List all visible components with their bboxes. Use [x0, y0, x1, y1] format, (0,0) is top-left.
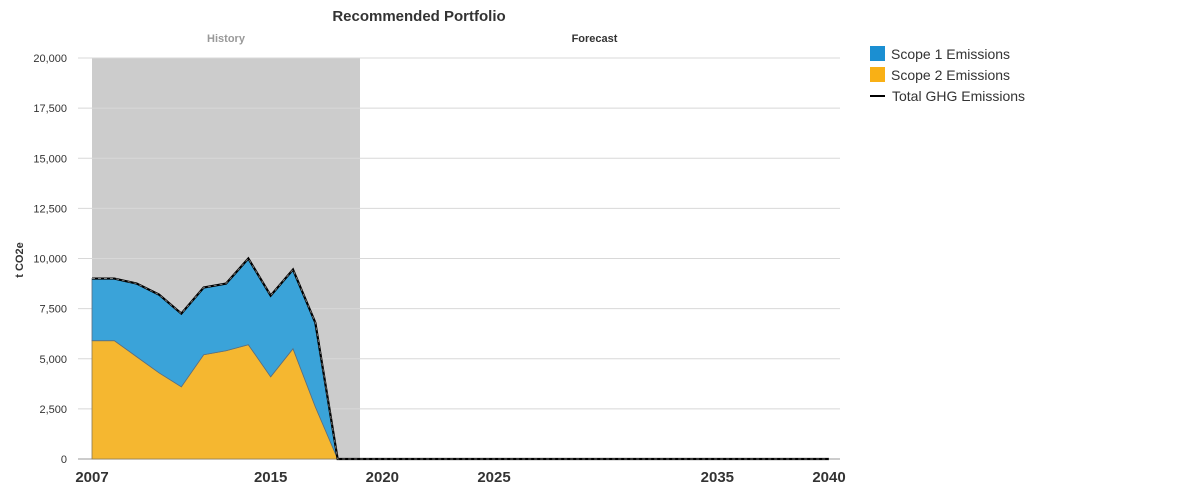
y-tick-label: 7,500	[39, 304, 67, 316]
chart-title: Recommended Portfolio	[332, 8, 505, 25]
legend-label: Scope 1 Emissions	[891, 45, 1011, 62]
scope2-swatch	[870, 67, 885, 82]
y-tick-label: 5,000	[39, 354, 67, 366]
scope1-swatch	[870, 46, 885, 61]
total-swatch	[870, 94, 885, 97]
y-tick-label: 20,000	[33, 53, 67, 65]
y-tick-label: 2,500	[39, 404, 67, 416]
x-tick-label: 2040	[812, 469, 845, 486]
legend-label: Scope 2 Emissions	[891, 66, 1011, 83]
legend: Scope 1 Emissions Scope 2 Emissions Tota…	[870, 43, 1025, 106]
band-label: Forecast	[572, 33, 618, 45]
x-tick-label: 2025	[477, 469, 510, 486]
legend-item-total[interactable]: Total GHG Emissions	[870, 85, 1025, 106]
legend-item-scope2[interactable]: Scope 2 Emissions	[870, 64, 1025, 85]
y-tick-label: 15,000	[33, 153, 67, 165]
y-axis-label: t CO2e	[14, 242, 26, 277]
band-label: History	[207, 33, 246, 45]
legend-label: Total GHG Emissions	[892, 87, 1026, 104]
y-tick-label: 10,000	[33, 254, 67, 266]
y-tick-label: 17,500	[33, 103, 67, 115]
x-tick-label: 2035	[701, 469, 734, 486]
x-tick-label: 2007	[75, 469, 108, 486]
x-tick-label: 2020	[366, 469, 399, 486]
x-tick-label: 2015	[254, 469, 287, 486]
total-ghg-line-dash	[92, 257, 829, 460]
legend-item-scope1[interactable]: Scope 1 Emissions	[870, 43, 1025, 64]
y-tick-label: 12,500	[33, 203, 67, 215]
y-tick-label: 0	[61, 454, 67, 466]
